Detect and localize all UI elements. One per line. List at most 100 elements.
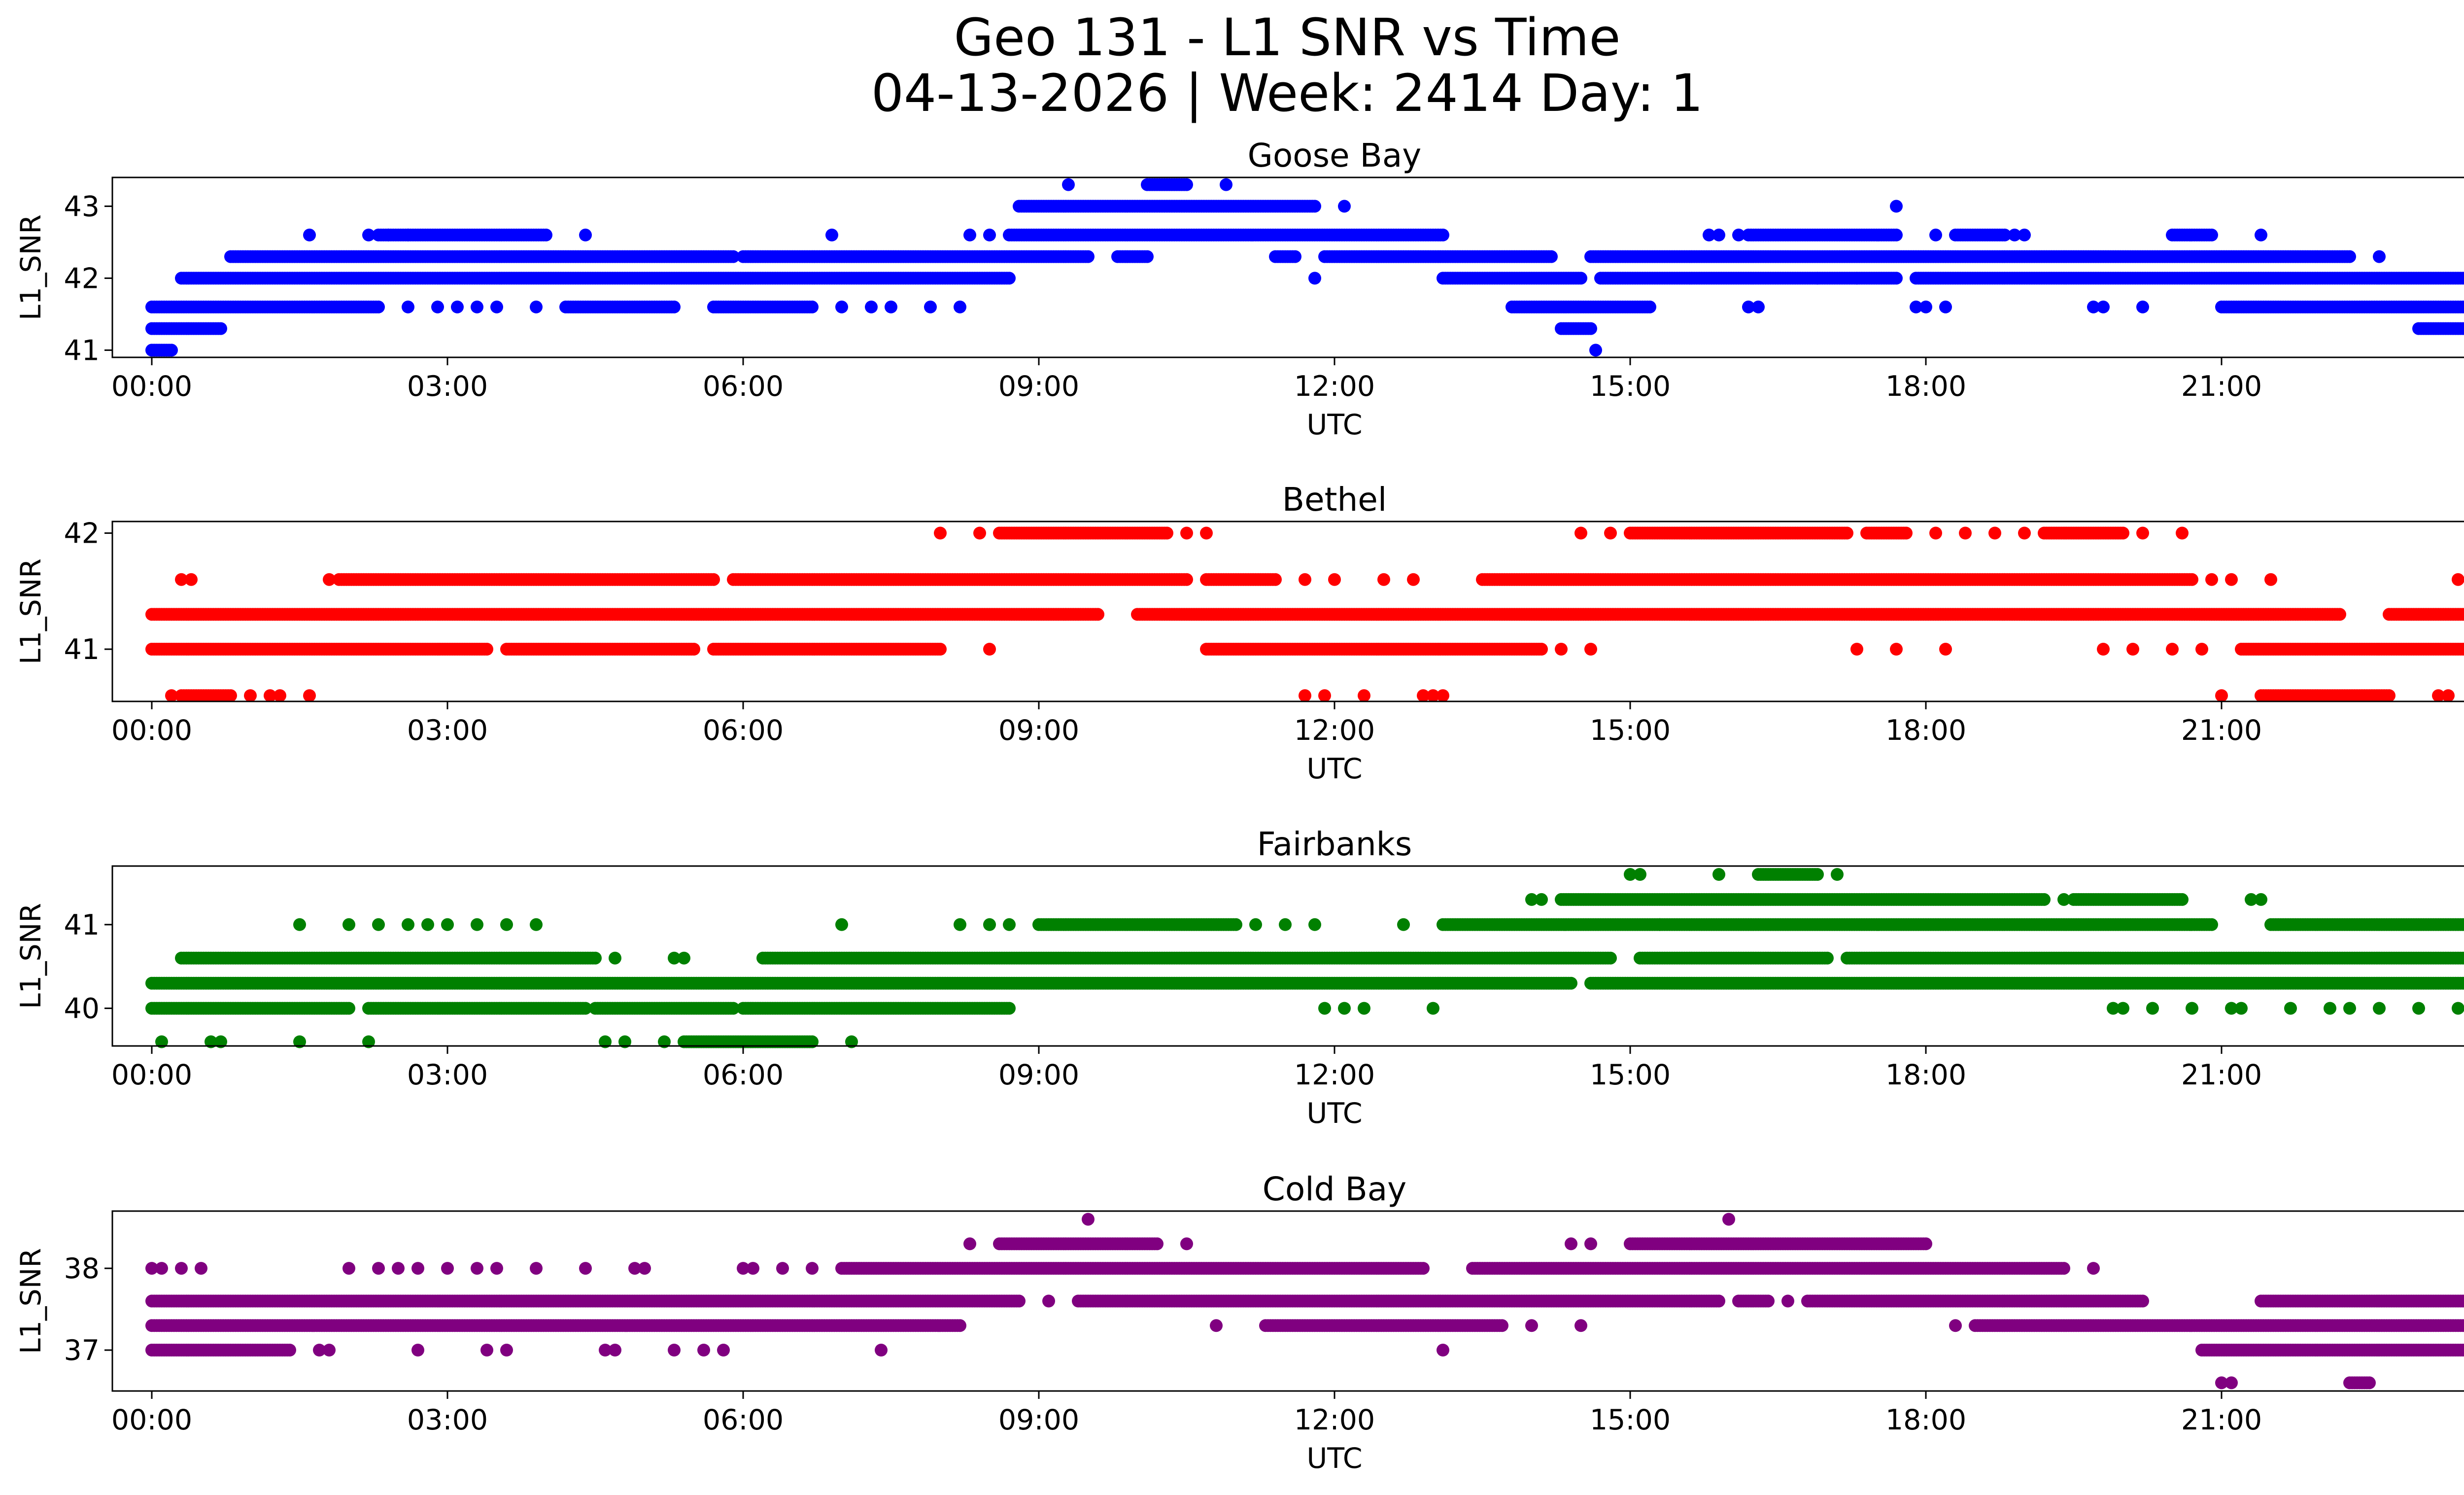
data-point [2225,573,2238,586]
data-point [1180,526,1193,540]
data-point [1535,643,1548,656]
data-point [1752,300,1765,313]
data-point [1437,228,1449,242]
data-point [1919,300,1932,313]
data-point [1712,228,1725,242]
data-point [1358,689,1370,702]
data-point [934,643,947,656]
data-point [431,300,444,313]
data-point [1141,250,1154,263]
y-tick-label: 41 [64,334,100,367]
data-point [244,689,257,702]
data-point [303,689,316,702]
data-point [963,228,976,242]
data-point [2195,643,2208,656]
data-point [1604,526,1617,540]
data-point [1437,689,1449,702]
data-point [165,689,178,702]
chart-title-line2: 04-13-2026 | Week: 2414 Day: 1 [871,63,1703,123]
data-point [687,643,700,656]
data-point [2462,323,2464,334]
data-point [924,300,937,313]
data-point [1555,643,1568,656]
data-point [2383,689,2396,702]
data-point [579,228,592,242]
data-point [1890,643,1903,656]
data-point [1338,200,1351,213]
data-point [1890,272,1903,285]
data-point [707,573,720,586]
data-point [806,300,819,313]
data-point [835,300,848,313]
data-point [323,573,336,586]
subplot-title: Bethel [1282,481,1387,519]
data-point [2097,300,2110,313]
data-point [2462,302,2464,313]
data-point [1308,200,1321,213]
data-point [1643,300,1656,313]
data-point [1377,573,1390,586]
data-point [185,573,198,586]
data-point [2264,573,2277,586]
data-point [490,300,503,313]
data-point [2018,526,2031,540]
data-point [372,300,385,313]
data-point [2186,573,2198,586]
data-point [2126,643,2139,656]
data-point [1584,643,1597,656]
data-point [2117,526,2129,540]
data-point [480,643,493,656]
x-tick-label: 09:00 [998,370,1079,403]
data-point [382,228,395,242]
data-point [983,228,996,242]
data-point [1003,272,1016,285]
data-point [1574,526,1587,540]
data-point [2343,250,2356,263]
data-point [668,300,681,313]
data-point [530,300,543,313]
data-point [2136,526,2149,540]
data-point [1082,250,1095,263]
data-point [2255,228,2267,242]
data-point [1299,689,1311,702]
data-point [825,228,838,242]
data-point [2087,300,2100,313]
data-point [2373,250,2386,263]
data-point [1545,250,1558,263]
data-point [1200,526,1213,540]
data-point [973,526,986,540]
data-point [2205,573,2218,586]
y-tick-label: 43 [64,190,100,223]
data-point [1328,573,1341,586]
data-point [885,300,897,313]
data-point [1062,178,1075,191]
data-point [1732,228,1745,242]
y-tick-label: 42 [64,262,100,295]
data-point [1929,526,1942,540]
data-point [1161,526,1173,540]
data-point [1890,228,1903,242]
data-point [540,228,552,242]
data-point [165,344,178,357]
data-point [402,228,414,242]
data-point [1850,272,1863,285]
y-axis-label: L1_SNR [15,214,47,320]
data-point [1929,228,1942,242]
data-point [1988,526,2001,540]
data-point [1811,272,1824,285]
data-point [2097,643,2110,656]
data-point [1939,643,1952,656]
x-tick-label: 03:00 [407,370,488,403]
x-tick-label: 21:00 [2181,370,2262,403]
data-point [1299,573,1311,586]
data-point [2018,228,2031,242]
data-point [451,300,464,313]
data-point [1841,526,1853,540]
data-point [1589,344,1602,357]
data-points [145,178,2464,357]
data-point [983,643,996,656]
data-point [1574,272,1587,285]
